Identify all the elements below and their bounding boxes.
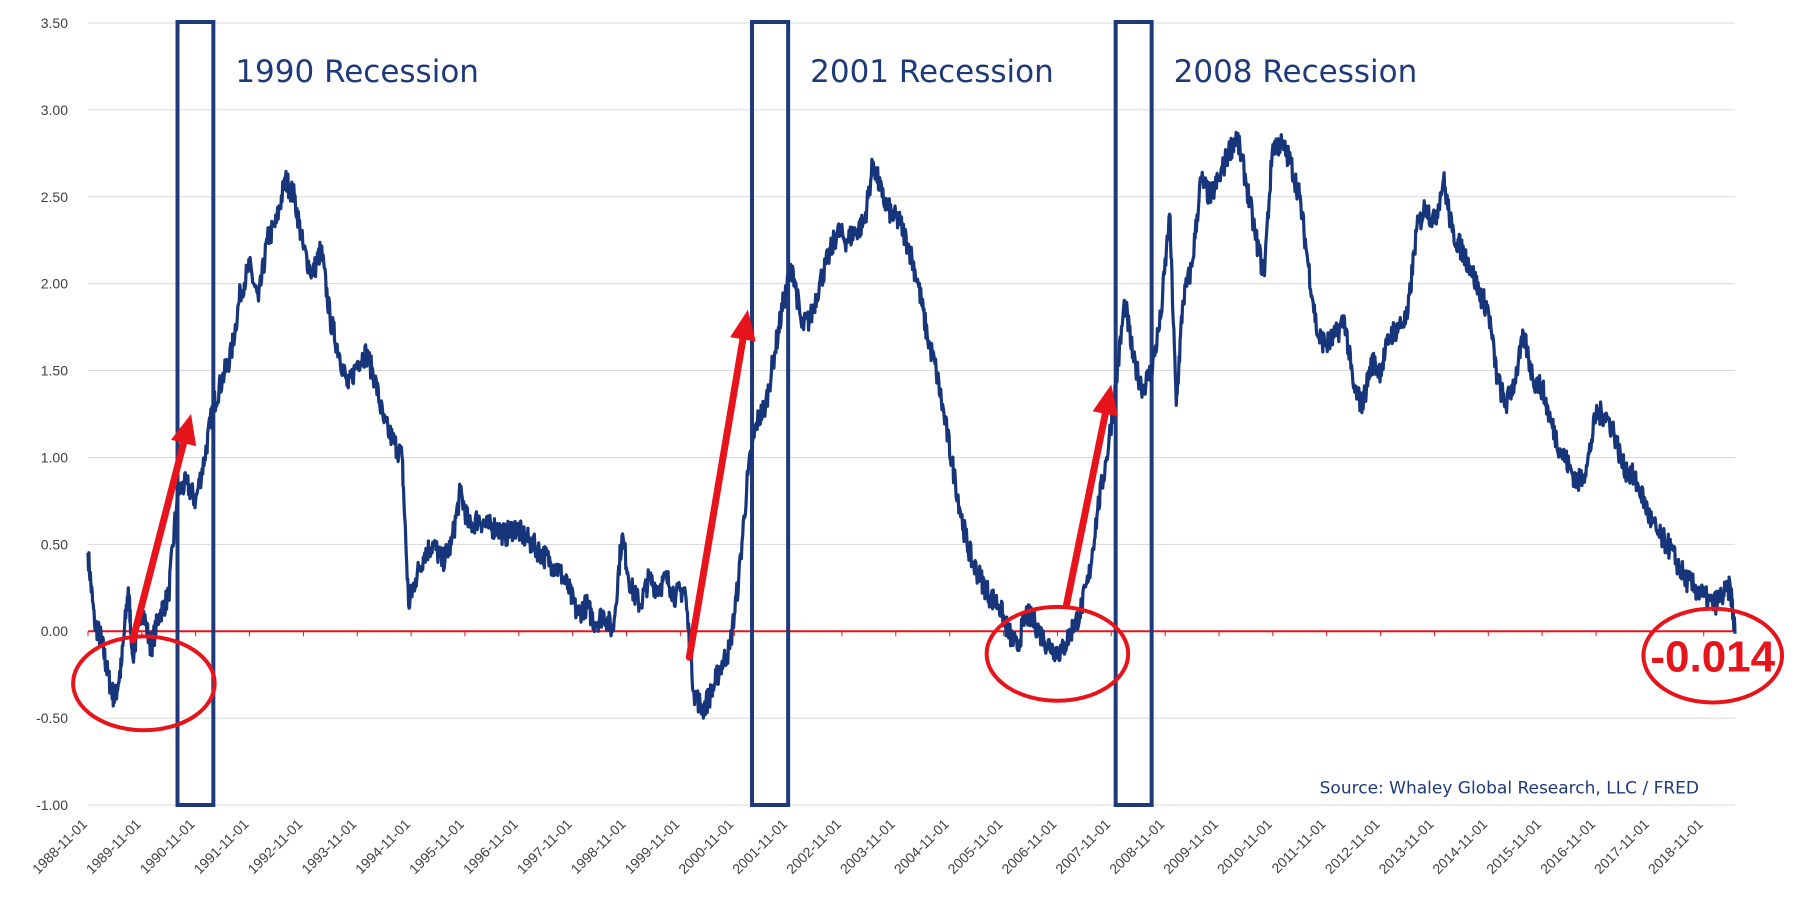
y-axis-tick-labels: -1.00 -0.50 0.00 0.50 1.00 1.50 2.00 2.50 3.00 3.…	[36, 15, 68, 813]
x-tick-label: 1998-11-01	[567, 816, 628, 877]
series-layer	[86, 130, 1737, 720]
x-tick-label: 1996-11-01	[460, 816, 521, 877]
x-tick-label: 1995-11-01	[406, 816, 467, 877]
gridlines	[87, 22, 1735, 806]
recession-label: 2008 Recession	[1174, 54, 1418, 90]
red-circle	[71, 634, 217, 733]
y-tick-label: 3.50	[41, 15, 68, 31]
x-tick-label: 2013-11-01	[1375, 816, 1436, 877]
x-tick-label: 2002-11-01	[783, 816, 844, 877]
y-tick-label: 1.50	[41, 363, 68, 379]
recession-box	[750, 20, 791, 807]
x-tick-label: 1988-11-01	[29, 816, 90, 877]
red-circle	[1641, 606, 1785, 705]
x-tick-label: 2017-11-01	[1591, 816, 1652, 877]
x-tick-label: 2014-11-01	[1429, 816, 1490, 877]
source-note: Source: Whaley Global Research, LLC / FR…	[1320, 779, 1699, 799]
x-tick-label: 1990-11-01	[137, 816, 198, 877]
x-tick-label: 2018-11-01	[1645, 816, 1706, 877]
last-value-label: -0.014	[1650, 633, 1775, 682]
x-tick-label: 2016-11-01	[1537, 816, 1598, 877]
x-tick-label: 2007-11-01	[1052, 816, 1113, 877]
arrow-shaft	[685, 335, 747, 661]
y-tick-label: 3.00	[41, 102, 68, 118]
recession-label: 2001 Recession	[810, 54, 1054, 90]
x-tick-label: 2015-11-01	[1483, 816, 1544, 877]
x-tick-label: 1994-11-01	[352, 816, 413, 877]
red-arrow	[1062, 384, 1119, 609]
recession-box	[1113, 20, 1154, 807]
x-tick-label: 1993-11-01	[298, 816, 359, 877]
y-tick-label: -1.00	[36, 797, 68, 813]
x-tick-label: 2003-11-01	[837, 816, 898, 877]
recession-boxes: 1990 Recession 2001 Recession 2008 Recessi…	[175, 20, 1418, 807]
x-tick-label: 1992-11-01	[244, 816, 305, 877]
y-tick-label: 0.50	[41, 536, 68, 552]
arrow-shaft	[129, 439, 188, 644]
y-tick-label: -0.50	[36, 710, 68, 726]
x-tick-label: 2000-11-01	[675, 816, 736, 877]
red-circle	[984, 604, 1131, 703]
arrow-head	[1092, 384, 1119, 417]
x-tick-label: 1999-11-01	[621, 816, 682, 877]
x-tick-label: 2011-11-01	[1268, 816, 1329, 877]
x-tick-label: 2005-11-01	[944, 816, 1005, 877]
arrow-head	[170, 414, 197, 447]
x-tick-label: 2012-11-01	[1322, 816, 1383, 877]
recession-label: 1990 Recession	[235, 54, 479, 90]
y-tick-label: 0.00	[41, 623, 68, 639]
x-tick-label: 2001-11-01	[729, 816, 790, 877]
x-tick-label: 2006-11-01	[998, 816, 1059, 877]
x-tick-label: 2010-11-01	[1214, 816, 1275, 877]
annotation-circles	[71, 604, 1785, 733]
series-line	[86, 130, 1737, 720]
x-tick-label: 1997-11-01	[514, 816, 575, 877]
y-tick-label: 2.00	[41, 276, 68, 292]
x-axis-tick-labels: 1988-11-011989-11-011990-11-011991-11-01…	[29, 816, 1706, 877]
x-tick-label: 2008-11-01	[1106, 816, 1167, 877]
y-tick-label: 1.00	[41, 449, 68, 465]
x-tick-label: 2009-11-01	[1160, 816, 1221, 877]
x-tick-label: 1989-11-01	[83, 816, 144, 877]
annotation-arrows	[129, 309, 1119, 661]
red-arrow	[129, 414, 197, 644]
y-tick-label: 2.50	[41, 189, 68, 205]
recession-box	[175, 20, 216, 807]
x-tick-label: 2004-11-01	[891, 816, 952, 877]
arrow-shaft	[1062, 410, 1109, 609]
arrow-head	[730, 309, 756, 342]
x-tick-label: 1991-11-01	[190, 816, 251, 877]
red-arrow	[685, 309, 756, 661]
